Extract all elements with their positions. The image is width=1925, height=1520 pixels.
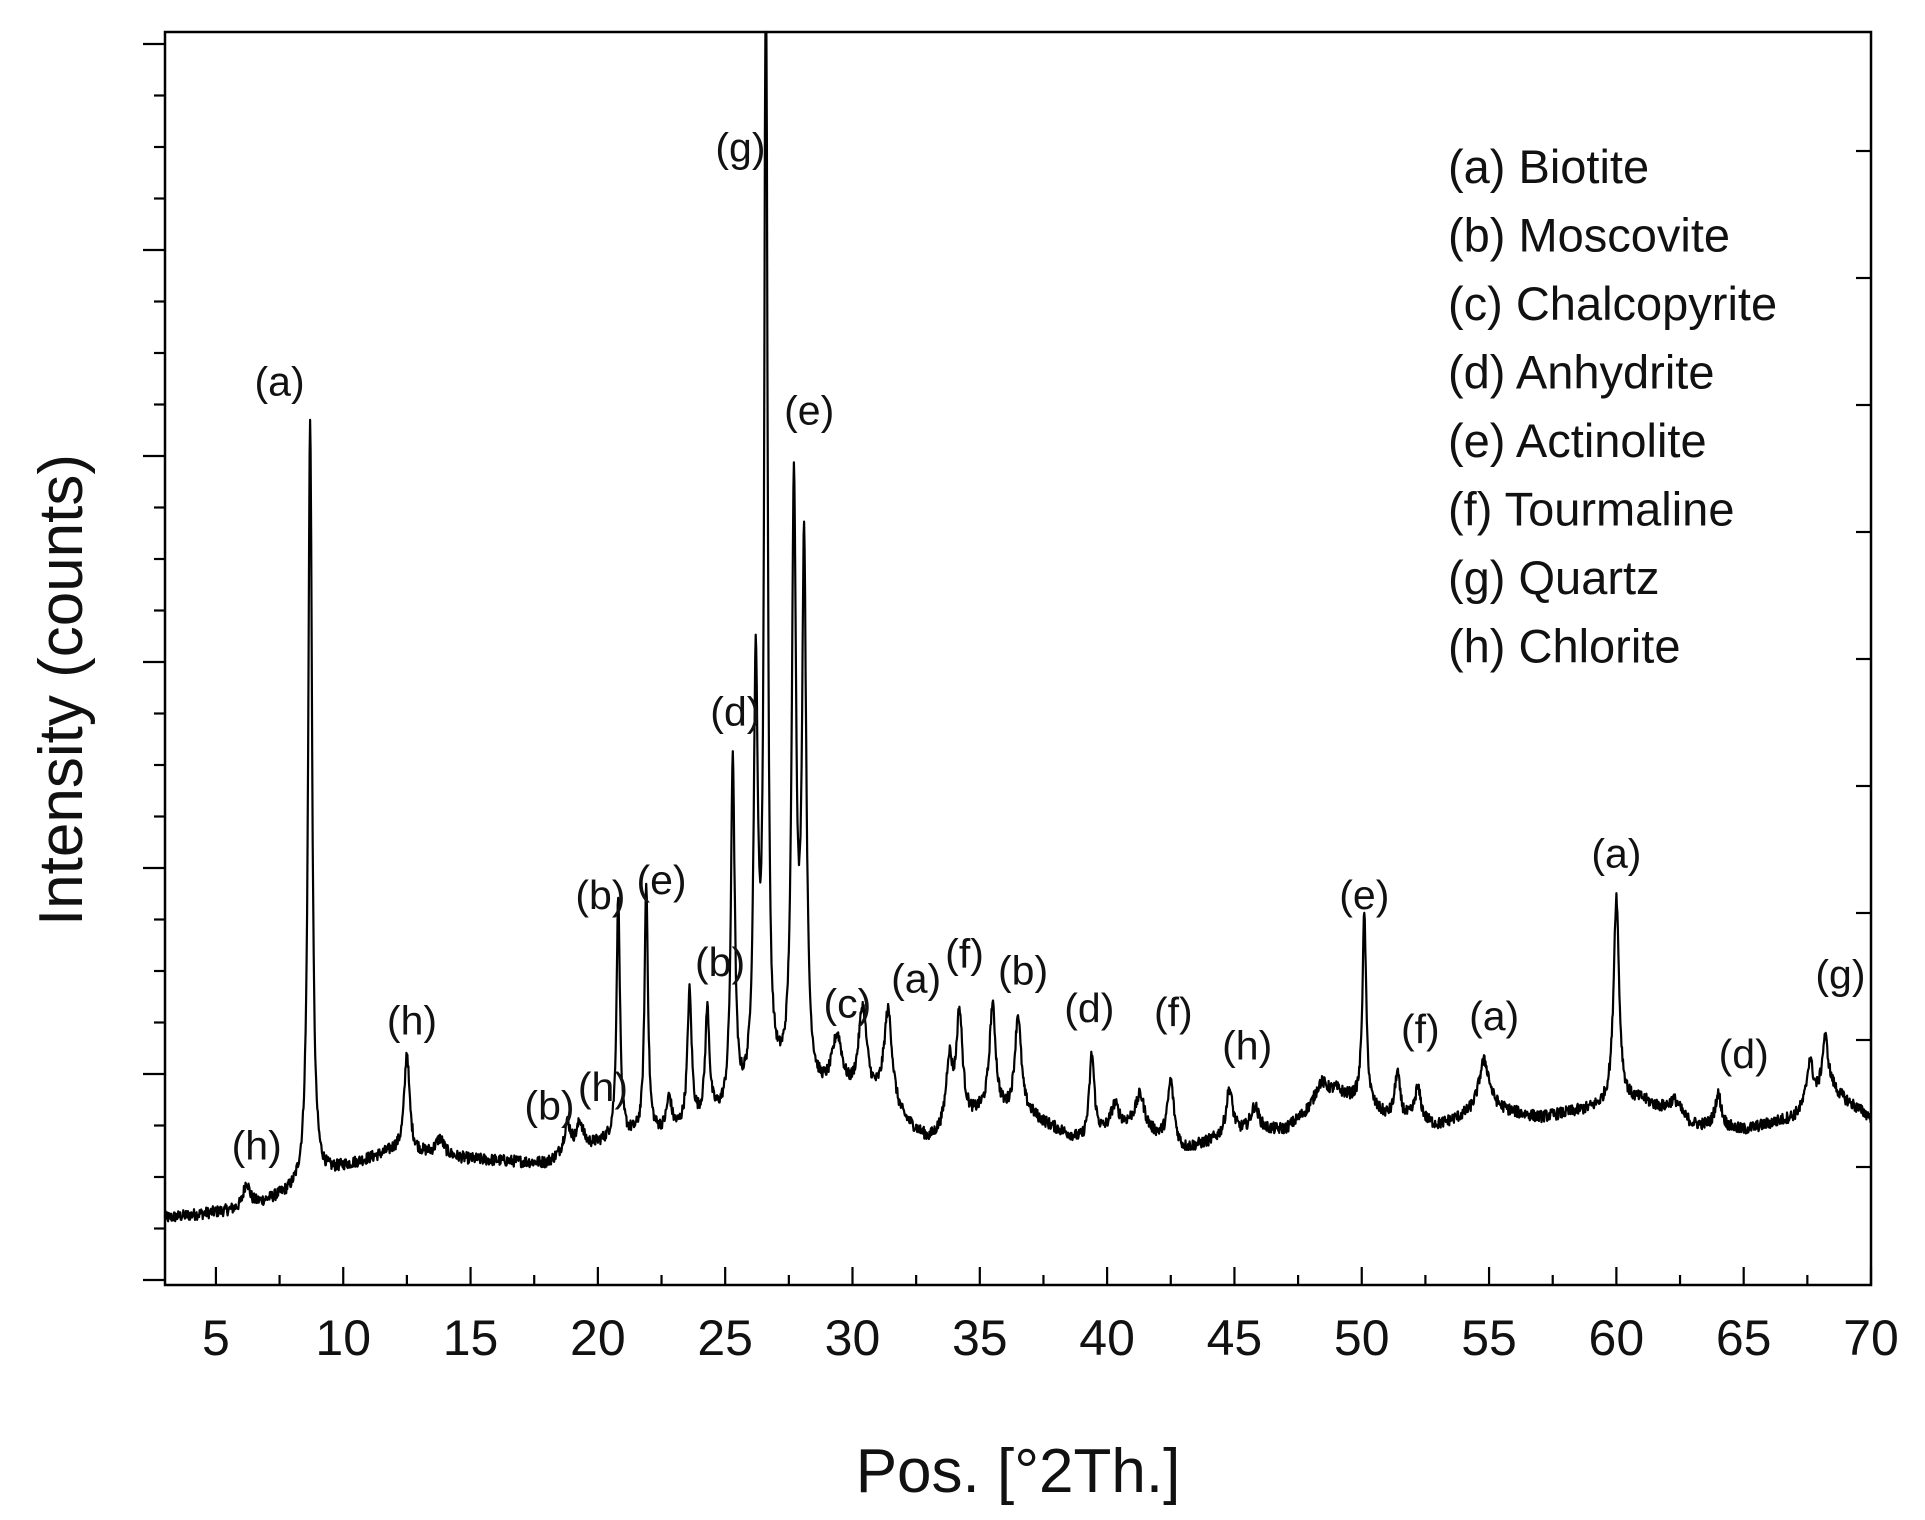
x-tick-label: 70 xyxy=(1843,1310,1899,1366)
x-tick-label: 5 xyxy=(202,1310,230,1366)
peak-annotation: (h) xyxy=(232,1123,282,1169)
peak-annotation: (e) xyxy=(1339,872,1389,918)
x-tick-label: 55 xyxy=(1461,1310,1517,1366)
legend-entry: (e) Actinolite xyxy=(1448,414,1707,467)
peak-annotation: (f) xyxy=(1401,1006,1440,1052)
peak-annotation: (d) xyxy=(710,688,760,734)
peak-annotations: (h)(a)(h)(b) (h)(b) (e)(b)(d)(g)(e)(c)(a)(… xyxy=(232,124,1866,1168)
peak-annotation: (a) xyxy=(255,358,305,404)
legend-entry: (d) Anhydrite xyxy=(1448,346,1714,399)
legend: (a) Biotite (b) Moscovite (c) Chalcopyrite… xyxy=(1448,140,1777,673)
peak-annotation: (b) xyxy=(524,1083,574,1129)
peak-annotation: (a) xyxy=(891,956,941,1002)
peak-annotation: (b) xyxy=(695,939,745,985)
peak-annotation: (f) xyxy=(945,931,984,977)
legend-entry: (b) Moscovite xyxy=(1448,209,1730,262)
peak-annotation: (d) xyxy=(1719,1031,1769,1077)
peak-annotation: (h) xyxy=(1222,1022,1272,1068)
x-tick-label: 15 xyxy=(443,1310,499,1366)
peak-annotation: (h) xyxy=(387,997,437,1043)
y-axis-ticks-left xyxy=(143,42,165,1282)
x-tick-label: 10 xyxy=(315,1310,371,1366)
x-tick-label: 25 xyxy=(697,1310,753,1366)
peak-annotation: (c) xyxy=(823,981,871,1027)
peak-annotation: (b) xyxy=(998,947,1048,993)
x-tick-label: 20 xyxy=(570,1310,626,1366)
x-tick-label: 30 xyxy=(825,1310,881,1366)
legend-entry: (c) Chalcopyrite xyxy=(1448,277,1777,330)
legend-entry: (a) Biotite xyxy=(1448,140,1649,193)
y-axis-ticks-right xyxy=(1856,149,1871,1169)
diffraction-trace xyxy=(163,30,1873,1223)
peak-annotation: (a) xyxy=(1469,993,1519,1039)
x-axis-tick-labels: 5 10 15 20 25 30 35 40 45 50 55 60 65 70 xyxy=(202,1310,1899,1366)
peak-annotation: (e) xyxy=(636,857,686,903)
y-axis-title: Intensity (counts) xyxy=(27,454,96,926)
peak-annotation: (f) xyxy=(1154,989,1193,1035)
x-tick-label: 40 xyxy=(1079,1310,1135,1366)
x-tick-label: 45 xyxy=(1207,1310,1263,1366)
x-tick-label: 65 xyxy=(1716,1310,1772,1366)
peak-annotation: (g) xyxy=(715,124,765,170)
x-tick-label: 35 xyxy=(952,1310,1008,1366)
peak-annotation: (g) xyxy=(1815,951,1865,997)
x-tick-label: 60 xyxy=(1589,1310,1645,1366)
peak-annotation: (b) xyxy=(575,872,625,918)
legend-entry: (f) Tourmaline xyxy=(1448,483,1734,536)
legend-entry: (h) Chlorite xyxy=(1448,620,1680,673)
peak-annotation: (e) xyxy=(784,388,834,434)
x-axis-title: Pos. [°2Th.] xyxy=(856,1437,1181,1506)
peak-annotation: (d) xyxy=(1064,985,1114,1031)
x-axis-ticks xyxy=(214,1267,1873,1285)
legend-entry: (g) Quartz xyxy=(1448,551,1660,604)
peak-annotation: (a) xyxy=(1591,830,1641,876)
peak-annotation: (h) xyxy=(578,1064,628,1110)
x-tick-label: 50 xyxy=(1334,1310,1390,1366)
